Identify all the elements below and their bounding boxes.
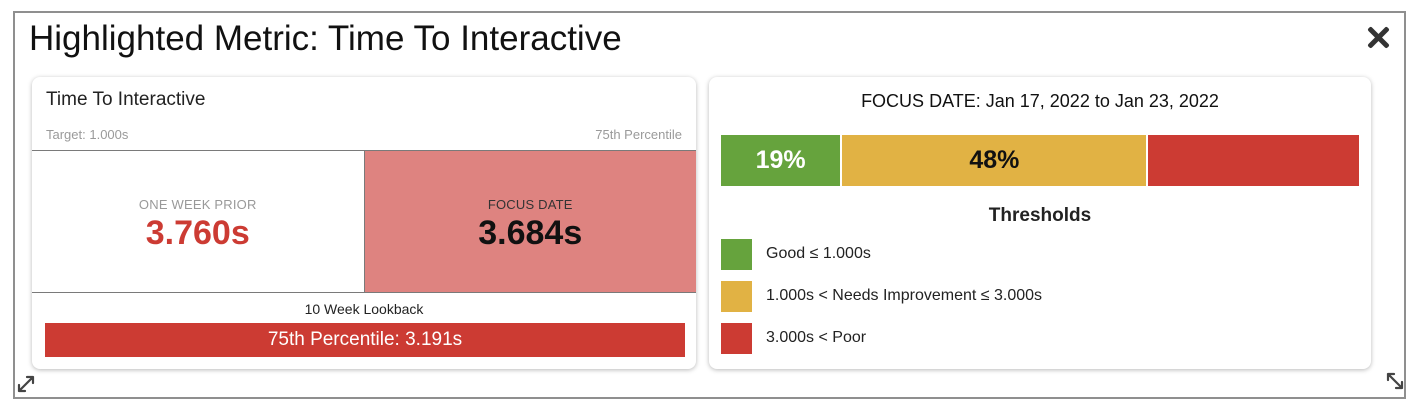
segment-needs-improvement: 48%: [842, 135, 1149, 186]
legend-label-poor: 3.000s < Poor: [766, 329, 867, 346]
legend-item-good: Good ≤ 1.000s: [721, 238, 1042, 270]
good-swatch: [721, 238, 752, 270]
legend-label-needs-improvement: 1.000s < Needs Improvement ≤ 3.000s: [766, 287, 1043, 304]
thresholds-legend: Good ≤ 1.000s 1.000s < Needs Improvement…: [721, 238, 1042, 364]
page-title: Highlighted Metric: Time To Interactive: [29, 19, 622, 58]
segment-poor: [1148, 135, 1359, 186]
resize-diagonal-icon[interactable]: [1386, 372, 1404, 390]
expand-diagonal-icon[interactable]: [17, 375, 35, 393]
legend-item-needs-improvement: 1.000s < Needs Improvement ≤ 3.000s: [721, 280, 1042, 312]
metric-summary-card: Time To Interactive Target: 1.000s 75th …: [32, 77, 696, 369]
lookback-percentile-bar: 75th Percentile: 3.191s: [45, 323, 685, 357]
focus-date-range-title: FOCUS DATE: Jan 17, 2022 to Jan 23, 2022: [861, 91, 1219, 111]
percentile-label: 75th Percentile: [595, 127, 682, 142]
needs-improvement-swatch: [721, 280, 752, 312]
metric-target: Target: 1.000s: [46, 127, 129, 142]
focus-date-cell: FOCUS DATE 3.684s: [364, 151, 696, 292]
thresholds-title: Thresholds: [988, 205, 1092, 226]
legend-label-good: Good ≤ 1.000s: [766, 245, 871, 262]
one-week-prior-value: 3.760s: [145, 213, 250, 252]
focus-date-label: FOCUS DATE: [487, 196, 573, 212]
comparison-row: ONE WEEK PRIOR 3.760s FOCUS DATE 3.684s: [32, 150, 696, 293]
one-week-prior-cell: ONE WEEK PRIOR 3.760s: [32, 151, 365, 292]
poor-swatch: [721, 322, 752, 354]
distribution-bar: 19% 48%: [721, 135, 1359, 186]
legend-item-poor: 3.000s < Poor: [721, 322, 1042, 354]
segment-good: 19%: [721, 135, 843, 186]
distribution-card: FOCUS DATE: Jan 17, 2022 to Jan 23, 2022…: [709, 77, 1371, 369]
lookback-label: 10 Week Lookback: [304, 301, 424, 317]
close-icon[interactable]: [1366, 25, 1390, 49]
metric-panel: Highlighted Metric: Time To Interactive …: [13, 11, 1406, 399]
one-week-prior-label: ONE WEEK PRIOR: [138, 196, 257, 212]
metric-card-title: Time To Interactive: [46, 89, 206, 110]
focus-date-value: 3.684s: [478, 213, 583, 252]
